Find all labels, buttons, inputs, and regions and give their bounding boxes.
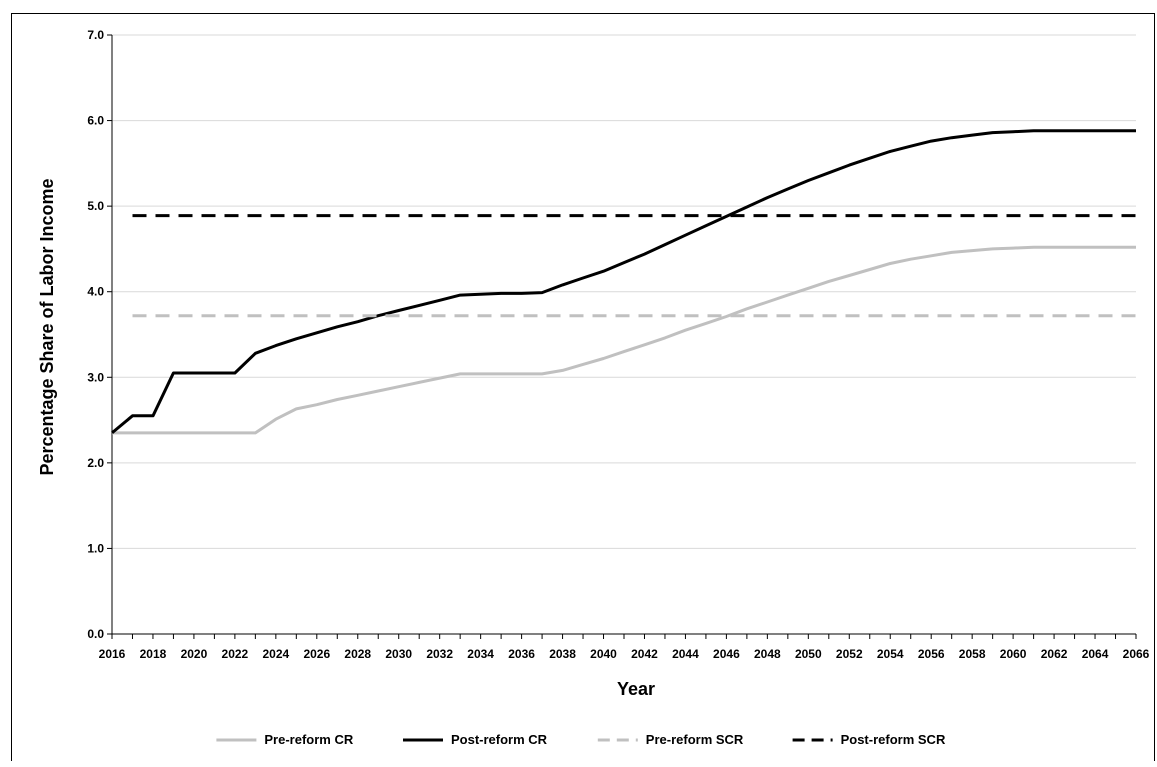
series-line-pre-reform-cr <box>112 245 1136 435</box>
y-tick-label: 7.0 <box>87 28 104 42</box>
x-tick-label: 2058 <box>959 647 986 661</box>
x-tick-label: 2020 <box>181 647 208 661</box>
x-tick-label: 2050 <box>795 647 822 661</box>
x-tick-label: 2064 <box>1082 647 1109 661</box>
x-tick-label: 2030 <box>385 647 412 661</box>
x-tick-label: 2046 <box>713 647 740 661</box>
x-tick-label: 2028 <box>344 647 371 661</box>
y-tick-label: 0.0 <box>87 627 104 641</box>
legend-label: Pre-reform CR <box>264 732 353 747</box>
x-tick-label: 2062 <box>1041 647 1068 661</box>
x-tick-label: 2056 <box>918 647 945 661</box>
x-tick-label: 2060 <box>1000 647 1027 661</box>
x-tick-label: 2016 <box>99 647 126 661</box>
y-tick-label: 4.0 <box>87 285 104 299</box>
line-chart: 0.0 1.0 2.0 3.0 4.0 5.0 6.0 7.0 2016 2018 2020 2022… <box>37 28 1150 747</box>
series-line-post-reform-cr <box>111 129 1136 435</box>
legend-label: Post-reform CR <box>451 732 548 747</box>
x-tick-label: 2034 <box>467 647 494 661</box>
x-tick-label: 2052 <box>836 647 863 661</box>
x-tick-label: 2054 <box>877 647 904 661</box>
x-tick-label: 2032 <box>426 647 453 661</box>
y-axis-title: Percentage Share of Labor Income <box>37 178 57 475</box>
gridlines <box>112 34 1136 549</box>
legend: Pre-reform CR Post-reform CR Pre-reform SC… <box>216 732 946 747</box>
x-tick-label: 2048 <box>754 647 781 661</box>
x-tick-label: 2022 <box>222 647 249 661</box>
x-tick-label: 2024 <box>262 647 289 661</box>
y-tick-label: 5.0 <box>87 199 104 213</box>
tick-labels: 0.0 1.0 2.0 3.0 4.0 5.0 6.0 7.0 2016 2018 2020 2022… <box>87 28 1149 661</box>
legend-label: Pre-reform SCR <box>646 732 744 747</box>
x-tick-label: 2042 <box>631 647 658 661</box>
series-lines <box>111 129 1136 435</box>
x-tick-label: 2066 <box>1123 647 1150 661</box>
x-tick-label: 2040 <box>590 647 617 661</box>
x-tick-label: 2026 <box>303 647 330 661</box>
x-tick-label: 2038 <box>549 647 576 661</box>
x-tick-label: 2018 <box>140 647 167 661</box>
legend-label: Post-reform SCR <box>841 732 946 747</box>
y-tick-label: 3.0 <box>87 370 104 384</box>
y-tick-label: 6.0 <box>87 114 104 128</box>
y-tick-label: 2.0 <box>87 456 104 470</box>
x-tick-label: 2036 <box>508 647 535 661</box>
x-axis-title: Year <box>617 679 655 699</box>
y-tick-label: 1.0 <box>87 541 104 555</box>
x-tick-label: 2044 <box>672 647 699 661</box>
axes <box>107 34 1137 639</box>
chart-frame: 0.0 1.0 2.0 3.0 4.0 5.0 6.0 7.0 2016 2018 2020 2022… <box>11 13 1155 761</box>
